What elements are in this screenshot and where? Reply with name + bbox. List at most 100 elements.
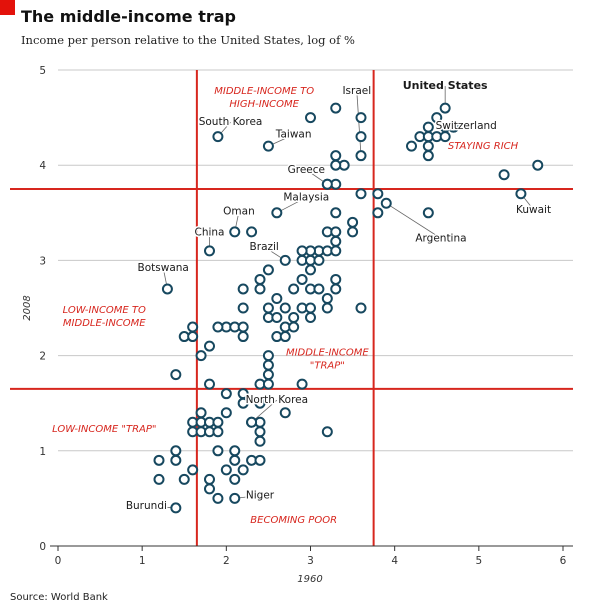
data-point-labeled xyxy=(212,131,224,143)
point-label: United States xyxy=(403,79,488,92)
data-point xyxy=(229,473,241,485)
y-axis-label: 2008 xyxy=(22,295,33,320)
data-point xyxy=(305,312,316,324)
chart-title: The middle-income trap xyxy=(21,7,236,26)
x-tick-label: 5 xyxy=(475,555,482,567)
data-point xyxy=(237,283,249,295)
data-point xyxy=(212,321,224,333)
chart-source: Source: World Bank xyxy=(10,592,108,603)
zone-label: MIDDLE-INCOME TO xyxy=(214,86,314,97)
point-label: Botswana xyxy=(138,262,189,274)
x-tick-label: 3 xyxy=(307,555,314,567)
point-label: North Korea xyxy=(246,394,308,406)
data-point-labeled xyxy=(321,178,333,190)
data-point xyxy=(288,312,300,324)
zone-label: MIDDLE-INCOME xyxy=(286,348,369,359)
data-point xyxy=(212,426,224,438)
data-point xyxy=(262,264,274,276)
data-point xyxy=(204,378,215,390)
data-points xyxy=(153,102,544,514)
data-point xyxy=(355,131,367,143)
data-point xyxy=(330,226,342,238)
point-label: Greece xyxy=(288,164,325,176)
data-point xyxy=(271,312,283,324)
zone-label: LOW-INCOME "TRAP" xyxy=(52,424,156,435)
data-point xyxy=(254,397,266,409)
data-point-labeled xyxy=(515,188,527,200)
data-point xyxy=(372,207,384,219)
data-point xyxy=(372,188,384,200)
data-point xyxy=(288,321,300,333)
point-label: Oman xyxy=(223,206,255,218)
data-point xyxy=(330,150,342,162)
point-label: Malaysia xyxy=(283,191,329,203)
point-label: Switzerland xyxy=(436,120,497,132)
point-label: Niger xyxy=(246,489,275,501)
data-point xyxy=(195,407,207,419)
data-point xyxy=(195,350,207,362)
point-label: China xyxy=(195,227,225,239)
data-point xyxy=(204,473,215,485)
data-point-labeled xyxy=(439,102,451,114)
y-tick-label: 4 xyxy=(39,160,46,172)
data-point xyxy=(237,302,249,314)
data-point xyxy=(262,369,274,381)
data-point xyxy=(220,464,232,476)
chart-subtitle: Income per person relative to the United… xyxy=(21,33,355,47)
x-tick-label: 2 xyxy=(223,555,230,567)
data-point-labeled xyxy=(229,492,241,504)
data-point xyxy=(347,216,359,228)
data-point xyxy=(279,302,291,314)
x-tick-label: 1 xyxy=(139,555,146,567)
data-point-labeled xyxy=(170,502,182,514)
data-point xyxy=(229,445,241,457)
data-point xyxy=(170,445,182,457)
data-point xyxy=(237,397,249,409)
zone-label: MIDDLE-INCOME xyxy=(63,318,146,329)
data-point xyxy=(330,207,342,219)
point-label: Israel xyxy=(342,85,371,97)
data-point xyxy=(204,483,215,495)
data-point-labeled xyxy=(161,283,173,295)
data-point xyxy=(212,445,224,457)
data-point xyxy=(237,464,249,476)
data-point-labeled xyxy=(204,245,215,257)
data-point xyxy=(347,226,359,238)
data-point xyxy=(254,454,266,466)
data-point-labeled xyxy=(262,140,274,152)
x-axis-label: 1960 xyxy=(297,574,322,585)
data-point xyxy=(254,283,266,295)
data-point xyxy=(262,378,274,390)
zone-labels: MIDDLE-INCOME TO HIGH-INCOME STAYING RICH L… xyxy=(52,86,519,526)
data-point-labeled xyxy=(380,197,392,209)
data-point-labeled xyxy=(229,226,241,238)
zone-label: BECOMING POOR xyxy=(250,515,337,526)
y-tick-label: 2 xyxy=(39,351,46,363)
data-point xyxy=(330,235,342,247)
data-point-labeled xyxy=(279,254,291,266)
point-label: South Korea xyxy=(199,116,263,128)
data-point xyxy=(355,188,367,200)
data-point xyxy=(187,321,199,333)
data-point xyxy=(305,112,316,124)
data-point xyxy=(439,131,451,143)
data-point-labeled xyxy=(355,150,367,162)
data-point xyxy=(422,150,434,162)
data-point xyxy=(422,207,434,219)
y-tick-label: 5 xyxy=(39,65,46,77)
data-point xyxy=(288,283,300,295)
data-point xyxy=(321,426,333,438)
data-point xyxy=(330,159,342,171)
leader-line xyxy=(276,197,307,214)
data-point xyxy=(262,350,274,362)
data-point xyxy=(237,321,249,333)
leader-line xyxy=(251,399,278,423)
zone-label: "TRAP" xyxy=(310,361,345,372)
point-label: Brazil xyxy=(250,241,279,253)
data-point xyxy=(204,340,215,352)
point-label: Taiwan xyxy=(275,129,312,141)
data-point xyxy=(178,473,190,485)
data-point xyxy=(246,226,258,238)
data-point xyxy=(330,283,342,295)
data-point xyxy=(330,273,342,285)
